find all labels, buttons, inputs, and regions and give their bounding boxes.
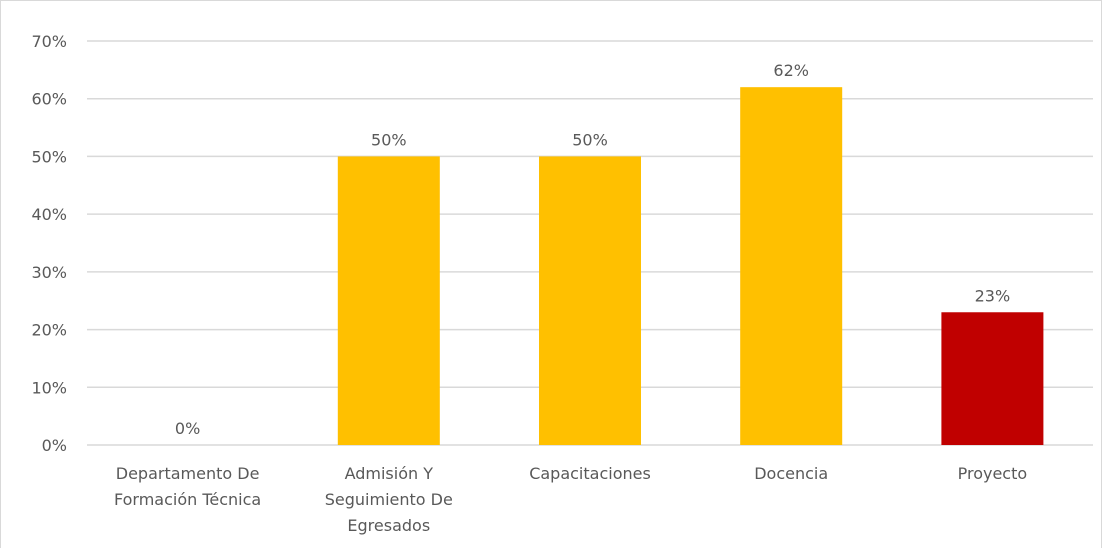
category-label: Departamento De bbox=[116, 464, 260, 483]
category-label: Formación Técnica bbox=[114, 490, 261, 509]
data-label: 50% bbox=[572, 130, 608, 149]
bar bbox=[539, 156, 641, 445]
data-label: 23% bbox=[975, 286, 1011, 305]
category-label: Admisión Y bbox=[345, 464, 434, 483]
data-label: 50% bbox=[371, 130, 407, 149]
y-tick-label: 50% bbox=[31, 147, 67, 166]
bar bbox=[941, 312, 1044, 445]
category-label: Capacitaciones bbox=[529, 464, 651, 483]
data-labels: 0% 50% 50% 62% 23% bbox=[175, 61, 1010, 438]
data-label: 0% bbox=[175, 419, 200, 438]
bars bbox=[337, 87, 1044, 446]
y-tick-label: 70% bbox=[31, 32, 67, 51]
category-label: Seguimiento De bbox=[325, 490, 453, 509]
x-axis-category-labels: Departamento De Formación Técnica Admisión… bbox=[114, 464, 1027, 535]
y-tick-label: 40% bbox=[31, 205, 67, 224]
data-label: 62% bbox=[773, 61, 809, 80]
category-label: Docencia bbox=[754, 464, 828, 483]
bar bbox=[337, 156, 440, 445]
y-tick-label: 30% bbox=[31, 263, 67, 282]
y-axis-tick-labels: 0% 10% 20% 30% 40% 50% 60% 70% bbox=[31, 32, 67, 455]
category-label: Proyecto bbox=[958, 464, 1028, 483]
bar bbox=[740, 87, 843, 446]
y-tick-label: 20% bbox=[31, 321, 67, 340]
y-tick-label: 0% bbox=[42, 436, 67, 455]
y-tick-label: 10% bbox=[31, 378, 67, 397]
category-label: Egresados bbox=[347, 516, 430, 535]
y-tick-label: 60% bbox=[31, 90, 67, 109]
